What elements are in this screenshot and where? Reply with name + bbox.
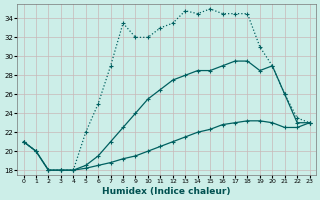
X-axis label: Humidex (Indice chaleur): Humidex (Indice chaleur): [102, 187, 231, 196]
